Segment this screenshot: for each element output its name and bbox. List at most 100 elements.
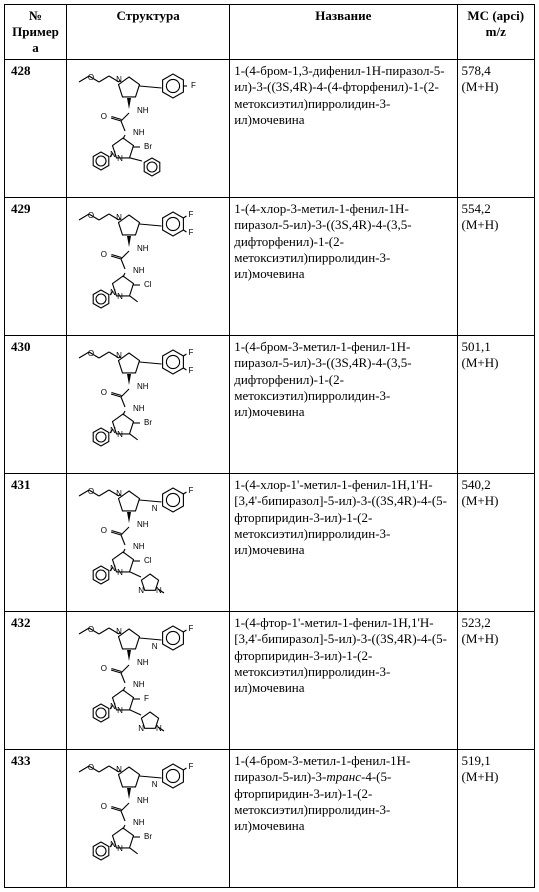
ms-ion: (M+H) [462,493,531,509]
svg-text:O: O [88,73,94,82]
svg-text:N: N [110,150,116,159]
svg-text:N: N [110,840,116,849]
cell-structure: ONFNHONHNNBr [66,60,229,198]
svg-text:N: N [117,154,123,163]
svg-text:N: N [117,844,123,853]
cell-structure: ONFFNHONHNNBr [66,336,229,474]
ms-ion: (M+H) [462,79,531,95]
svg-text:O: O [101,250,107,259]
svg-text:N: N [116,765,122,774]
svg-text:N: N [117,430,123,439]
cell-example: 431 [5,474,67,612]
cell-name: 1-(4-хлор-3-метил-1-фенил-1H-пиразол-5-и… [230,198,457,336]
cell-name: 1-(4-бром-3-метил-1-фенил-1H-пиразол-5-и… [230,750,457,888]
svg-text:O: O [101,526,107,535]
header-ms: МС (apci) m/z [457,5,535,60]
svg-text:F: F [191,81,196,90]
svg-text:O: O [88,349,94,358]
svg-text:O: O [88,763,94,772]
cell-name: 1-(4-бром-1,3-дифенил-1H-пиразол-5-ил)-3… [230,60,457,198]
svg-text:O: O [101,388,107,397]
cell-name: 1-(4-фтор-1'-метил-1-фенил-1H,1'H-[3,4'-… [230,612,457,750]
cell-example: 432 [5,612,67,750]
svg-text:N: N [152,504,158,513]
ms-value: 501,1 [462,339,531,355]
ms-ion: (M+H) [462,217,531,233]
svg-text:N: N [110,702,116,711]
table-row: 430 ONFFNHONHNNBr 1-(4-бром-3-метил-1-фе… [5,336,535,474]
ms-value: 540,2 [462,477,531,493]
svg-text:N: N [110,288,116,297]
svg-text:Cl: Cl [144,556,152,565]
ms-ion: (M+H) [462,631,531,647]
cell-example: 428 [5,60,67,198]
cell-structure: ONNFNHONHNNClNN [66,474,229,612]
svg-text:NH: NH [137,106,149,115]
table-row: 433 ONNFNHONHNNBr 1-(4-бром-3-метил-1-фе… [5,750,535,888]
svg-text:F: F [189,762,194,771]
cell-ms: 519,1(M+H) [457,750,535,888]
svg-text:N: N [116,627,122,636]
svg-text:N: N [110,564,116,573]
svg-text:N: N [117,706,123,715]
svg-text:O: O [101,664,107,673]
svg-text:NH: NH [133,128,145,137]
ms-value: 523,2 [462,615,531,631]
svg-text:N: N [110,426,116,435]
svg-text:N: N [117,292,123,301]
header-example: № Примера [5,5,67,60]
svg-text:Cl: Cl [144,280,152,289]
svg-text:F: F [189,366,194,375]
svg-text:F: F [144,694,149,703]
svg-text:N: N [116,489,122,498]
svg-text:NH: NH [137,244,149,253]
cell-ms: 554,2(M+H) [457,198,535,336]
svg-text:NH: NH [133,404,145,413]
svg-text:NH: NH [133,266,145,275]
svg-text:F: F [189,486,194,495]
table-header-row: № Примера Структура Название МС (apci) m… [5,5,535,60]
svg-text:N: N [156,724,162,733]
svg-text:N: N [117,568,123,577]
cell-name: 1-(4-хлор-1'-метил-1-фенил-1H,1'H-[3,4'-… [230,474,457,612]
table-row: 431 ONNFNHONHNNClNN 1-(4-хлор-1'-метил-1… [5,474,535,612]
cell-structure: ONNFNHONHNNFNN [66,612,229,750]
cell-ms: 578,4(M+H) [457,60,535,198]
svg-text:O: O [88,211,94,220]
svg-text:F: F [189,624,194,633]
svg-text:NH: NH [137,658,149,667]
svg-text:N: N [156,586,162,595]
svg-text:N: N [138,586,144,595]
svg-text:NH: NH [137,520,149,529]
svg-text:NH: NH [133,818,145,827]
compound-table: № Примера Структура Название МС (apci) m… [4,4,535,888]
ms-value: 519,1 [462,753,531,769]
cell-name: 1-(4-бром-3-метил-1-фенил-1H-пиразол-5-и… [230,336,457,474]
svg-text:NH: NH [133,680,145,689]
cell-example: 429 [5,198,67,336]
table-row: 428 ONFNHONHNNBr 1-(4-бром-1,3-дифенил-1… [5,60,535,198]
svg-text:N: N [116,75,122,84]
svg-text:N: N [152,642,158,651]
svg-text:Br: Br [144,418,152,427]
cell-ms: 523,2(M+H) [457,612,535,750]
cell-example: 433 [5,750,67,888]
header-structure: Структура [66,5,229,60]
svg-text:F: F [189,210,194,219]
svg-text:NH: NH [133,542,145,551]
svg-text:Br: Br [144,832,152,841]
svg-text:O: O [101,112,107,121]
cell-structure: ONNFNHONHNNBr [66,750,229,888]
table-row: 429 ONFFNHONHNNCl 1-(4-хлор-3-метил-1-фе… [5,198,535,336]
svg-text:Br: Br [144,142,152,151]
svg-text:O: O [88,487,94,496]
ms-value: 578,4 [462,63,531,79]
svg-text:NH: NH [137,382,149,391]
cell-ms: 501,1(M+H) [457,336,535,474]
ms-ion: (M+H) [462,355,531,371]
svg-text:NH: NH [137,796,149,805]
svg-text:N: N [116,351,122,360]
svg-text:F: F [189,228,194,237]
svg-text:N: N [152,780,158,789]
cell-structure: ONFFNHONHNNCl [66,198,229,336]
